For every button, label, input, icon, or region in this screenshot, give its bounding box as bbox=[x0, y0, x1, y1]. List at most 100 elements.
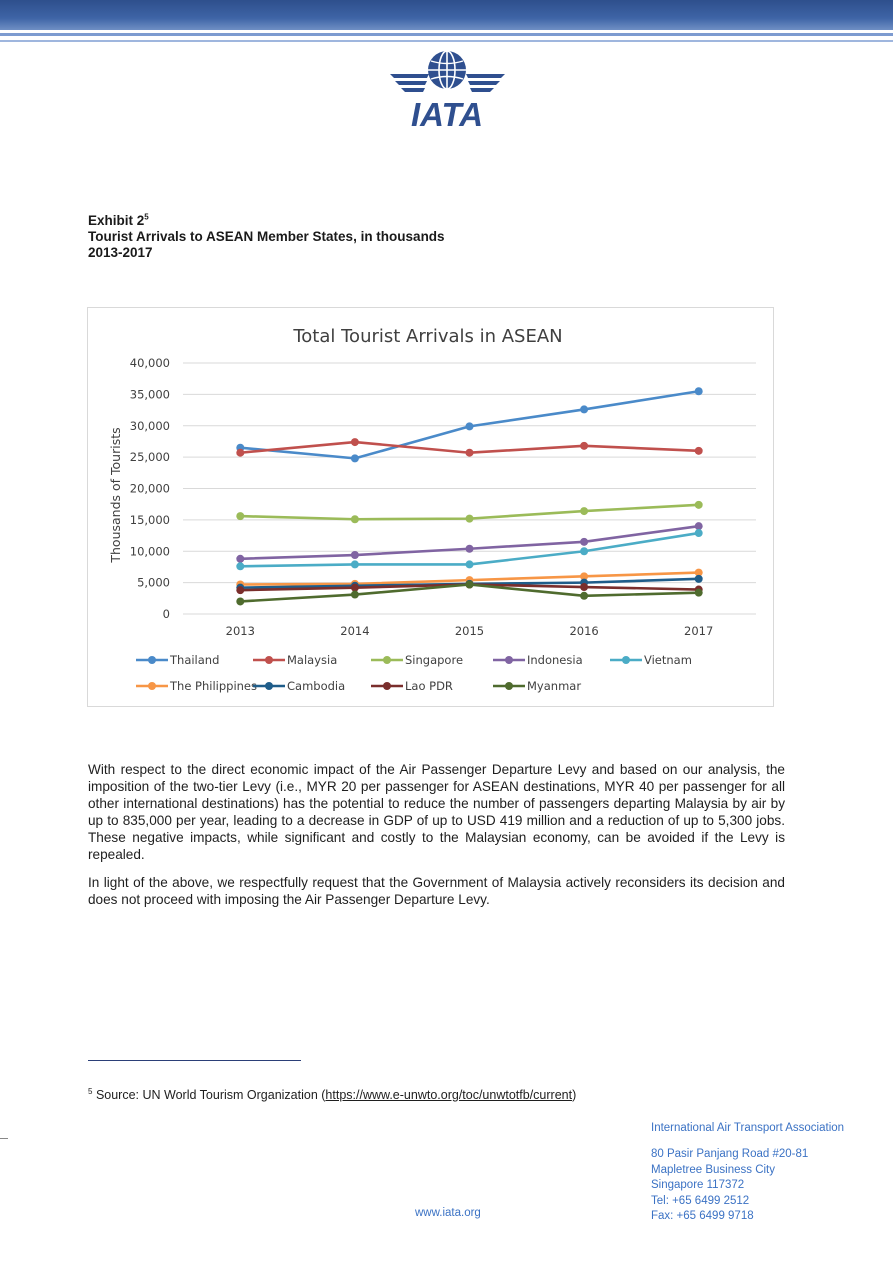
data-point-vietnam bbox=[465, 560, 474, 569]
footnote-divider bbox=[88, 1060, 301, 1061]
logo-text: IATA bbox=[411, 96, 483, 130]
data-point-vietnam bbox=[236, 562, 245, 571]
y-axis-label: Thousands of Tourists bbox=[108, 427, 123, 563]
data-point-indonesia bbox=[694, 522, 703, 531]
data-point-cambodia bbox=[694, 574, 703, 583]
y-tick-label: 15,000 bbox=[130, 513, 170, 527]
exhibit-footnote-ref: 5 bbox=[144, 212, 149, 222]
website-link[interactable]: www.iata.org bbox=[415, 1207, 481, 1219]
x-tick-label: 2015 bbox=[455, 624, 484, 638]
legend-swatch-marker-vietnam bbox=[622, 656, 630, 664]
footnote-number: 5 bbox=[88, 1087, 93, 1096]
data-point-thailand bbox=[580, 405, 589, 414]
legend-swatch-marker-indonesia bbox=[505, 656, 513, 664]
chart-title: Total Tourist Arrivals in ASEAN bbox=[292, 326, 562, 347]
footnote-close: ) bbox=[572, 1088, 577, 1103]
data-point-myanmar bbox=[350, 590, 359, 599]
footnote: 5 Source: UN World Tourism Organization … bbox=[88, 1087, 576, 1102]
data-point-myanmar bbox=[236, 597, 245, 606]
legend-swatch-marker-the-philippines bbox=[148, 682, 156, 690]
data-point-the-philippines bbox=[694, 568, 703, 577]
y-tick-label: 5,000 bbox=[137, 576, 170, 590]
x-tick-label: 2016 bbox=[569, 624, 598, 638]
data-point-lao-pdr bbox=[350, 583, 359, 592]
address-line-1: 80 Pasir Panjang Road #20-81 bbox=[651, 1148, 809, 1160]
data-point-vietnam bbox=[350, 560, 359, 569]
legend-label-myanmar: Myanmar bbox=[527, 679, 581, 693]
legend-swatch-marker-lao-pdr bbox=[383, 682, 391, 690]
legend-label-vietnam: Vietnam bbox=[644, 653, 692, 667]
legend-swatch-marker-thailand bbox=[148, 656, 156, 664]
data-point-singapore bbox=[580, 507, 589, 516]
exhibit-years: 2013-2017 bbox=[88, 245, 153, 260]
paragraph-request: In light of the above, we respectfully r… bbox=[88, 875, 785, 907]
exhibit-title: Tourist Arrivals to ASEAN Member States,… bbox=[88, 229, 445, 244]
data-point-thailand bbox=[694, 387, 703, 396]
legend-label-cambodia: Cambodia bbox=[287, 679, 345, 693]
telephone: Tel: +65 6499 2512 bbox=[651, 1194, 750, 1207]
data-point-malaysia bbox=[694, 446, 703, 455]
data-point-singapore bbox=[236, 512, 245, 521]
data-point-singapore bbox=[350, 515, 359, 524]
line-chart: Total Tourist Arrivals in ASEAN Thousand… bbox=[108, 326, 756, 693]
x-tick-label: 2014 bbox=[340, 624, 369, 638]
data-point-indonesia bbox=[465, 544, 474, 553]
globe-wings-icon bbox=[390, 50, 505, 92]
y-tick-label: 35,000 bbox=[130, 387, 170, 401]
data-point-vietnam bbox=[694, 529, 703, 538]
header-band bbox=[0, 0, 893, 30]
data-point-malaysia bbox=[465, 448, 474, 457]
data-point-singapore bbox=[694, 500, 703, 509]
data-point-myanmar bbox=[694, 588, 703, 597]
margin-mark bbox=[0, 1138, 8, 1139]
iata-logo: IATA bbox=[390, 50, 505, 130]
data-point-indonesia bbox=[350, 551, 359, 560]
y-tick-label: 10,000 bbox=[130, 544, 170, 558]
x-tick-label: 2013 bbox=[226, 624, 255, 638]
data-point-the-philippines bbox=[580, 572, 589, 581]
y-tick-label: 0 bbox=[163, 607, 170, 621]
header-rule-thin bbox=[0, 40, 893, 42]
data-point-myanmar bbox=[580, 591, 589, 600]
address-line-2: Mapletree Business City bbox=[651, 1163, 775, 1176]
data-point-myanmar bbox=[465, 580, 474, 589]
exhibit-heading: Exhibit 25 Tourist Arrivals to ASEAN Mem… bbox=[88, 213, 445, 261]
legend-label-malaysia: Malaysia bbox=[287, 653, 337, 667]
legend-label-lao-pdr: Lao PDR bbox=[405, 679, 453, 693]
data-point-malaysia bbox=[580, 441, 589, 450]
organization-name: International Air Transport Association bbox=[651, 1122, 845, 1134]
y-tick-label: 40,000 bbox=[130, 356, 170, 370]
paragraph-economic-impact: With respect to the direct economic impa… bbox=[88, 762, 785, 862]
data-point-indonesia bbox=[236, 554, 245, 563]
legend-label-thailand: Thailand bbox=[169, 653, 219, 667]
header-rule bbox=[0, 33, 893, 36]
data-point-indonesia bbox=[580, 537, 589, 546]
y-tick-label: 20,000 bbox=[130, 482, 170, 496]
legend-swatch-marker-cambodia bbox=[265, 682, 273, 690]
y-tick-label: 30,000 bbox=[130, 419, 170, 433]
exhibit-label: Exhibit 2 bbox=[88, 213, 145, 228]
address-block: 80 Pasir Panjang Road #20-81 Mapletree B… bbox=[651, 1147, 808, 1225]
data-point-vietnam bbox=[580, 547, 589, 556]
address-line-3: Singapore 117372 bbox=[651, 1179, 745, 1191]
data-point-thailand bbox=[350, 454, 359, 463]
legend-swatch-marker-myanmar bbox=[505, 682, 513, 690]
fax: Fax: +65 6499 9718 bbox=[651, 1210, 754, 1222]
legend-swatch-marker-malaysia bbox=[265, 656, 273, 664]
legend-swatch-marker-singapore bbox=[383, 656, 391, 664]
series-line-indonesia bbox=[240, 524, 699, 561]
data-point-lao-pdr bbox=[580, 583, 589, 592]
data-point-singapore bbox=[465, 514, 474, 523]
y-tick-label: 25,000 bbox=[130, 450, 170, 464]
data-point-thailand bbox=[465, 422, 474, 431]
legend-label-singapore: Singapore bbox=[405, 653, 463, 667]
legend-label-the-philippines: The Philippines bbox=[169, 679, 257, 693]
legend-label-indonesia: Indonesia bbox=[527, 653, 583, 667]
data-point-lao-pdr bbox=[236, 586, 245, 595]
x-tick-label: 2017 bbox=[684, 624, 713, 638]
data-point-malaysia bbox=[350, 438, 359, 447]
exhibit-label-line: Exhibit 25 bbox=[88, 213, 445, 229]
footnote-source-link[interactable]: https://www.e-unwto.org/toc/unwtotfb/cur… bbox=[325, 1088, 573, 1103]
chart-container: Total Tourist Arrivals in ASEAN Thousand… bbox=[87, 307, 774, 707]
footnote-text: Source: UN World Tourism Organization ( bbox=[95, 1088, 326, 1103]
